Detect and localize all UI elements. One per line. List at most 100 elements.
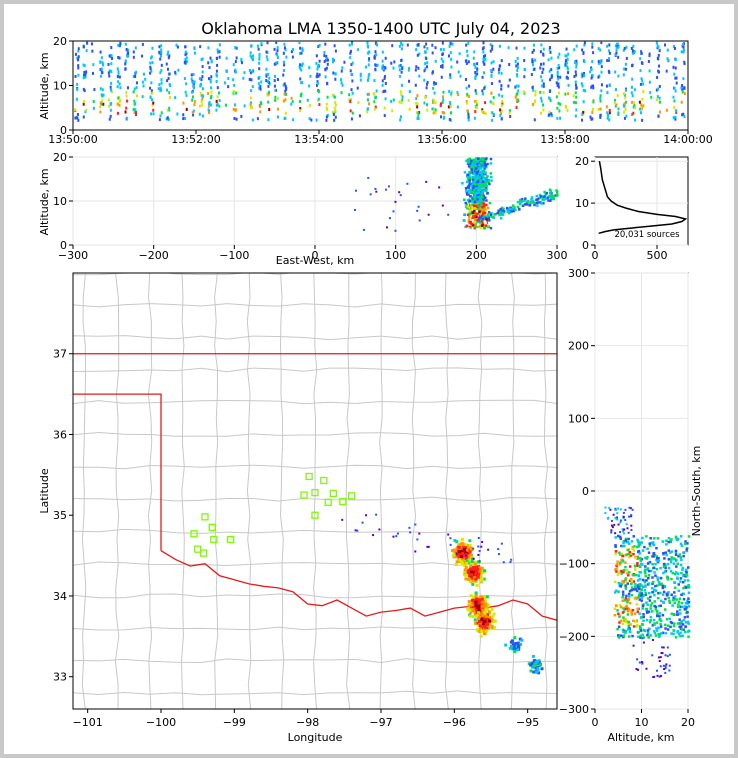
time-height-cell xyxy=(589,70,592,74)
ew-height-cell xyxy=(490,212,493,215)
time-height-cell xyxy=(250,78,253,82)
time-height-cell xyxy=(109,85,112,89)
map-source-cell xyxy=(461,560,465,564)
time-height-cell xyxy=(168,108,171,112)
time-height-cell xyxy=(276,56,279,60)
ns-height-cell xyxy=(641,622,644,626)
ns-height-cell xyxy=(672,629,675,632)
ew-height-cell xyxy=(500,206,504,210)
time-height-cell xyxy=(459,74,462,78)
ns-height-cell xyxy=(622,539,626,543)
ns-height-cell xyxy=(653,631,657,635)
time-height-cell xyxy=(349,98,352,102)
time-height-cell xyxy=(151,46,154,50)
time-height-cell xyxy=(116,111,119,115)
map-source-cell xyxy=(478,630,482,634)
map-xtick-label: −101 xyxy=(73,716,103,729)
map-source-cell xyxy=(449,537,452,540)
time-height-cell xyxy=(85,70,88,74)
ns-height-cell xyxy=(626,582,629,585)
ew-height-cell xyxy=(479,198,482,202)
ns-height-cell xyxy=(665,617,669,621)
time-height-cell xyxy=(539,66,542,70)
time-height-cell xyxy=(384,97,387,101)
ns-height-cell xyxy=(624,607,627,611)
ew-height-cell xyxy=(472,183,476,186)
time-height-cell xyxy=(541,71,544,75)
ns-height-cell xyxy=(662,601,666,604)
ns-height-cell xyxy=(643,571,647,574)
time-height-cell xyxy=(617,74,620,78)
time-height-cell xyxy=(417,66,420,70)
ns-height-cell xyxy=(635,589,639,593)
map-source-cell xyxy=(453,538,457,542)
time-height-cell xyxy=(491,111,494,115)
ew-height-cell xyxy=(490,179,493,182)
ew-height-cell xyxy=(466,213,470,217)
ns-height-cell xyxy=(679,556,683,559)
time-height-cell xyxy=(151,103,154,107)
map-source-cell xyxy=(474,591,478,595)
time-height-cell xyxy=(316,80,319,84)
time-height-cell xyxy=(85,49,88,53)
time-height-cell xyxy=(375,43,378,47)
ns-height-cell xyxy=(664,597,667,601)
time-height-cell xyxy=(481,89,484,93)
ew-height-cell xyxy=(487,225,490,228)
time-height-cell xyxy=(555,81,558,85)
time-height-cell xyxy=(169,84,172,88)
time-height-cell xyxy=(351,73,354,77)
lma-station-marker xyxy=(210,535,218,544)
time-height-cell xyxy=(416,105,419,109)
time-height-cell xyxy=(399,63,402,67)
ns-height-cell xyxy=(644,565,647,568)
time-height-cell xyxy=(450,65,453,69)
time-height-cell xyxy=(633,88,636,92)
time-height-cell xyxy=(542,84,545,88)
time-height-cell xyxy=(235,108,238,112)
ns-height-cell xyxy=(663,557,666,560)
ew-height-cell xyxy=(468,209,472,213)
time-height-cell xyxy=(482,111,485,115)
time-height-cell xyxy=(267,72,270,76)
ns-height-cell xyxy=(639,627,642,630)
ew-height-cell xyxy=(539,195,543,198)
ns-height-cell xyxy=(618,535,622,539)
time-height-cell xyxy=(426,65,429,69)
time-height-cell xyxy=(640,107,643,111)
ew-height-cell xyxy=(394,229,397,232)
ew-height-core-cell xyxy=(478,210,481,214)
ns-height-cell xyxy=(669,620,673,624)
time-height-cell xyxy=(182,117,185,121)
time-height-cell xyxy=(464,59,467,63)
time-height-cell xyxy=(657,114,660,118)
ew-height-cell xyxy=(465,159,468,163)
map-source-cell xyxy=(531,665,535,669)
time-height-cell xyxy=(398,44,401,48)
ns-height-cell xyxy=(670,612,674,616)
time-height-cell xyxy=(266,41,269,45)
map-source-cell xyxy=(467,600,471,604)
time-height-cell xyxy=(591,110,594,114)
altitude-histogram-ytick-label: 10 xyxy=(575,197,589,210)
ns-height-cell xyxy=(625,569,629,572)
map-source-cell xyxy=(392,535,395,538)
time-height-cell xyxy=(581,118,584,122)
ns-height-cell xyxy=(614,580,617,584)
ns-height-cell xyxy=(664,608,667,611)
ew-height-cell xyxy=(488,215,491,218)
map-source-cell xyxy=(467,558,471,562)
ns-height-cell xyxy=(664,551,667,554)
time-height-cell xyxy=(374,105,377,109)
ns-height-cell xyxy=(629,552,633,555)
time-height-cell xyxy=(508,78,511,82)
time-height-cell xyxy=(648,80,651,84)
time-height-cell xyxy=(407,98,410,102)
ns-height-cell xyxy=(642,615,645,619)
ns-height-cell xyxy=(680,544,684,548)
time-height-cell xyxy=(476,72,479,76)
time-height-cell xyxy=(581,112,584,116)
time-height-cell xyxy=(326,62,329,66)
ns-height-cell xyxy=(646,562,650,565)
